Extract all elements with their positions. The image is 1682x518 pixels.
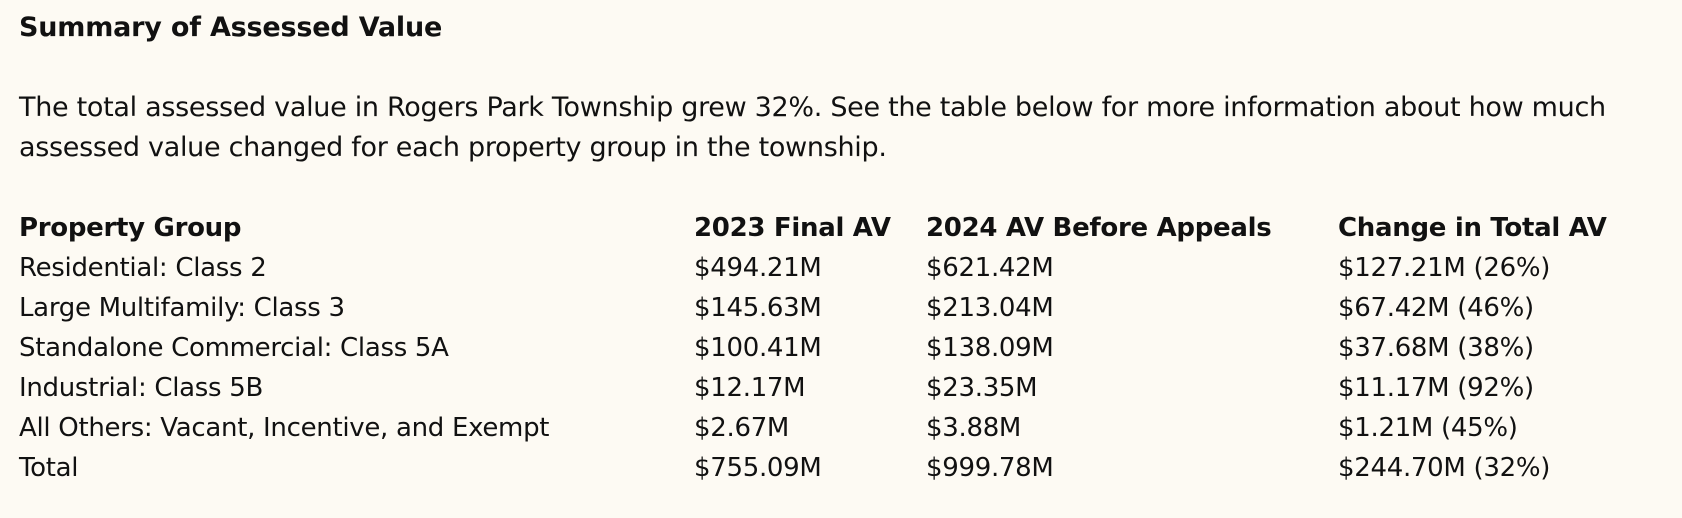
table-row: Standalone Commercial: Class 5A $100.41M… <box>19 328 1668 368</box>
cell-2024-av: $138.09M <box>926 333 1054 363</box>
table-row: Industrial: Class 5B $12.17M $23.35M $11… <box>19 368 1668 408</box>
header-property-group: Property Group <box>19 213 242 243</box>
cell-2024-av: $999.78M <box>926 453 1054 483</box>
intro-paragraph: The total assessed value in Rogers Park … <box>19 92 1606 163</box>
cell-change: $11.17M (92%) <box>1338 373 1534 403</box>
header-2024-av-before-appeals: 2024 AV Before Appeals <box>926 213 1272 243</box>
cell-property-group: Industrial: Class 5B <box>19 373 264 403</box>
cell-2024-av: $621.42M <box>926 253 1054 283</box>
cell-2023-final-av: $12.17M <box>694 373 806 403</box>
table-row-total: Total $755.09M $999.78M $244.70M (32%) <box>19 448 1668 488</box>
cell-property-group: Standalone Commercial: Class 5A <box>19 333 449 363</box>
cell-2023-final-av: $100.41M <box>694 333 822 363</box>
table-row: Residential: Class 2 $494.21M $621.42M $… <box>19 248 1668 288</box>
cell-2024-av: $213.04M <box>926 293 1054 323</box>
section-heading: Summary of Assessed Value <box>19 12 443 43</box>
cell-change: $37.68M (38%) <box>1338 333 1534 363</box>
cell-2023-final-av: $145.63M <box>694 293 822 323</box>
cell-property-group: Large Multifamily: Class 3 <box>19 293 345 323</box>
cell-change: $127.21M (26%) <box>1338 253 1551 283</box>
header-change-in-total-av: Change in Total AV <box>1338 213 1607 243</box>
cell-2023-final-av: $2.67M <box>694 413 790 443</box>
cell-2023-final-av: $494.21M <box>694 253 822 283</box>
header-2023-final-av: 2023 Final AV <box>694 213 891 243</box>
cell-2023-final-av: $755.09M <box>694 453 822 483</box>
cell-property-group: Total <box>19 453 79 483</box>
cell-2024-av: $3.88M <box>926 413 1022 443</box>
cell-change: $1.21M (45%) <box>1338 413 1518 443</box>
assessed-value-table: Property Group 2023 Final AV 2024 AV Bef… <box>19 208 1668 488</box>
cell-property-group: Residential: Class 2 <box>19 253 267 283</box>
table-row: All Others: Vacant, Incentive, and Exemp… <box>19 408 1668 448</box>
table-row: Large Multifamily: Class 3 $145.63M $213… <box>19 288 1668 328</box>
cell-change: $244.70M (32%) <box>1338 453 1551 483</box>
table-header-row: Property Group 2023 Final AV 2024 AV Bef… <box>19 208 1668 248</box>
cell-change: $67.42M (46%) <box>1338 293 1534 323</box>
cell-property-group: All Others: Vacant, Incentive, and Exemp… <box>19 413 550 443</box>
cell-2024-av: $23.35M <box>926 373 1038 403</box>
